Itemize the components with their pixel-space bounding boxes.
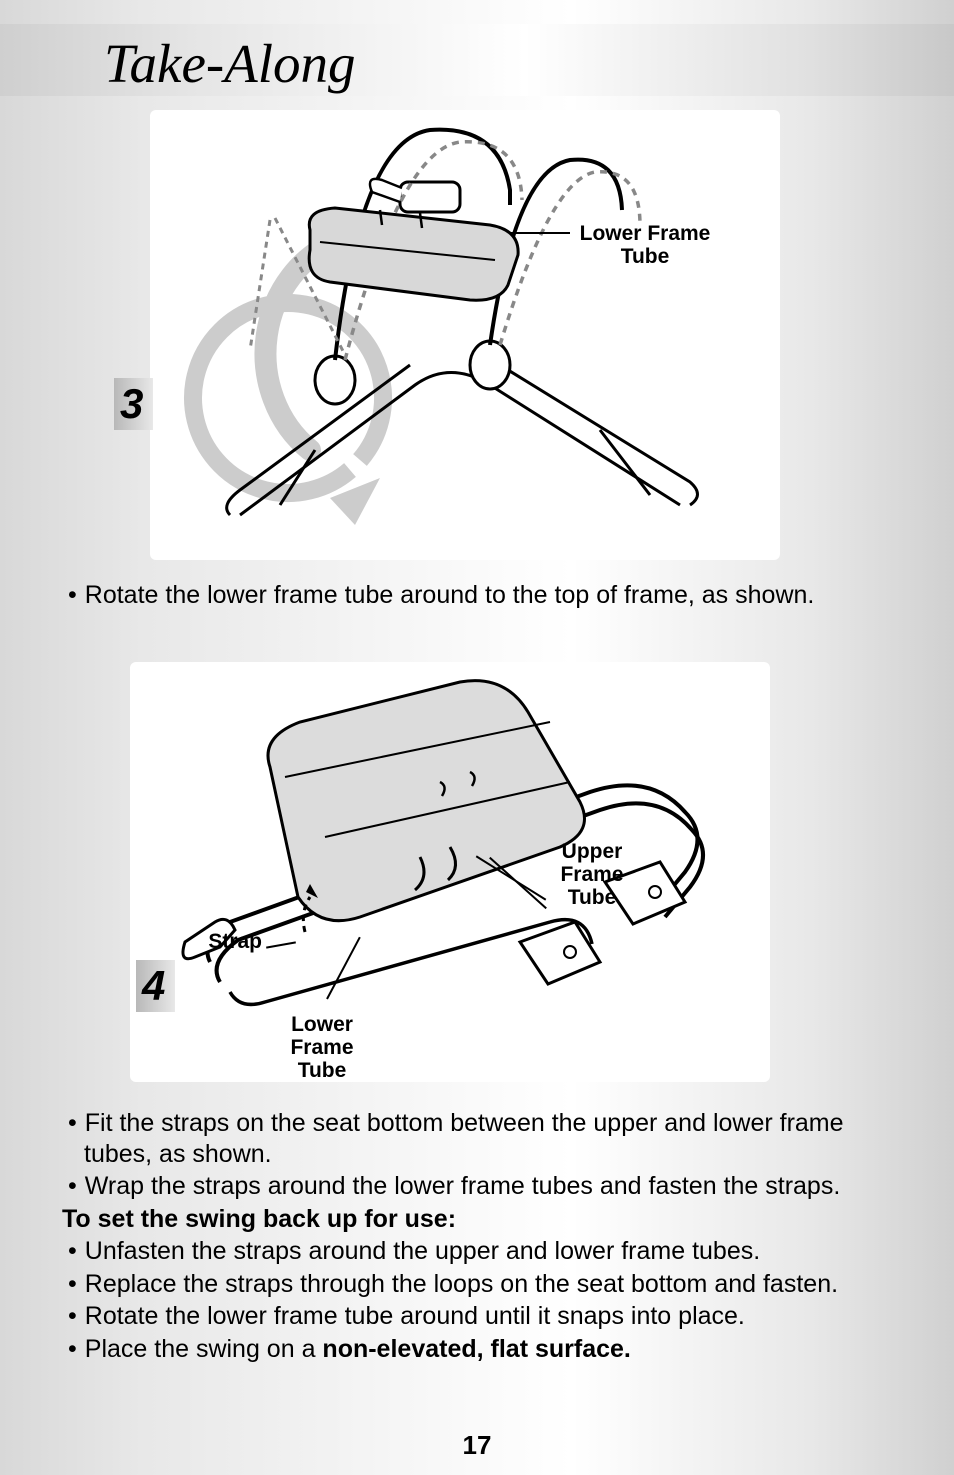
callout-upper-frame-tube: Upper Frame Tube — [552, 840, 632, 909]
bullet-prefix: Place the swing on a — [85, 1335, 323, 1363]
bullet-text: Fit the straps on the seat bottom betwee… — [62, 1108, 892, 1169]
callout-lower-frame-tube-1: Lower Frame Tube — [570, 222, 720, 268]
bullet-bold: non-elevated, flat surface. — [322, 1335, 630, 1363]
callout-strap: Strap — [192, 930, 262, 953]
setup-heading: To set the swing back up for use: — [62, 1204, 892, 1235]
figure-4 — [130, 662, 770, 1082]
swing-diagram-4 — [130, 662, 770, 1082]
bullet-text: Replace the straps through the loops on … — [62, 1269, 892, 1300]
bullet-text: Rotate the lower frame tube around to th… — [62, 580, 892, 611]
step3-text: Rotate the lower frame tube around to th… — [62, 580, 892, 613]
leader-line — [510, 232, 570, 234]
page-title: Take-Along — [104, 32, 356, 95]
bullet-text: Place the swing on a non-elevated, flat … — [62, 1334, 892, 1365]
bullet-text: Unfasten the straps around the upper and… — [62, 1236, 892, 1267]
step-number-4: 4 — [136, 960, 175, 1012]
step4-text-block: Fit the straps on the seat bottom betwee… — [62, 1108, 892, 1366]
figure-3 — [150, 110, 780, 560]
bullet-text: Wrap the straps around the lower frame t… — [62, 1171, 892, 1202]
bullet-text: Rotate the lower frame tube around until… — [62, 1301, 892, 1332]
swing-diagram-3 — [150, 110, 780, 560]
step-number-3: 3 — [114, 378, 153, 430]
page-number: 17 — [0, 1430, 954, 1461]
callout-lower-frame-tube-2: Lower Frame Tube — [282, 1013, 362, 1082]
